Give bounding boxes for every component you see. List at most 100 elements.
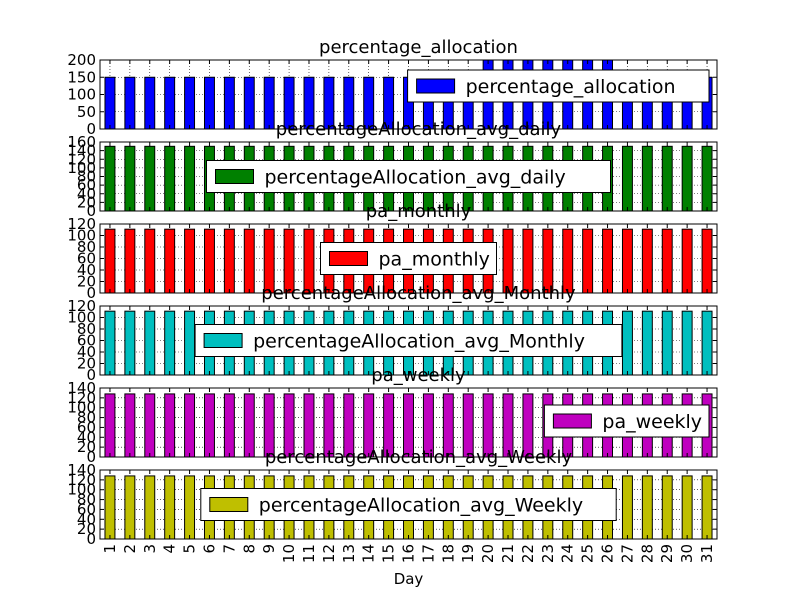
bar-1-30 bbox=[682, 146, 692, 211]
legend-label-2: pa_monthly bbox=[379, 249, 490, 271]
xtick-label-27: 27 bbox=[618, 544, 636, 563]
bar-2-6 bbox=[204, 229, 214, 293]
bar-3-5 bbox=[185, 311, 195, 375]
bar-0-4 bbox=[165, 77, 175, 129]
bar-5-29 bbox=[662, 476, 672, 539]
bar-5-2 bbox=[125, 476, 135, 539]
xtick-label-30: 30 bbox=[678, 544, 696, 563]
xtick-label-9: 9 bbox=[260, 544, 278, 554]
bar-2-30 bbox=[682, 229, 692, 293]
xtick-label-11: 11 bbox=[300, 544, 318, 563]
legend-swatch-2 bbox=[330, 252, 368, 266]
bar-2-27 bbox=[622, 229, 632, 293]
legend-label-0: percentage_allocation bbox=[466, 76, 676, 98]
bar-4-4 bbox=[165, 394, 175, 457]
bar-2-25 bbox=[583, 229, 593, 293]
xtick-label-4: 4 bbox=[161, 544, 179, 554]
bar-3-4 bbox=[165, 311, 175, 375]
bar-3-3 bbox=[145, 311, 155, 375]
bar-2-4 bbox=[165, 229, 175, 293]
ytick-label-0-1: 50 bbox=[77, 103, 96, 121]
bar-1-31 bbox=[702, 146, 712, 211]
bar-3-28 bbox=[642, 311, 652, 375]
subplot-title-0: percentage_allocation bbox=[319, 37, 518, 58]
bar-4-7 bbox=[224, 394, 234, 457]
xtick-label-14: 14 bbox=[360, 544, 378, 563]
ytick-label-0-3: 150 bbox=[67, 68, 96, 86]
subplot-title-4: pa_weekly bbox=[371, 365, 466, 386]
bar-5-5 bbox=[185, 476, 195, 539]
bar-4-1 bbox=[105, 394, 115, 457]
ytick-label-1-8: 160 bbox=[67, 133, 96, 151]
subplot-title-2: pa_monthly bbox=[366, 201, 472, 222]
bar-0-7 bbox=[224, 77, 234, 129]
subplot-title-3: percentageAllocation_avg_Monthly bbox=[261, 283, 576, 304]
legend-swatch-3 bbox=[204, 334, 242, 348]
bar-0-6 bbox=[204, 77, 214, 129]
bar-5-31 bbox=[702, 476, 712, 539]
bar-2-2 bbox=[125, 229, 135, 293]
bar-1-28 bbox=[642, 146, 652, 211]
bar-1-27 bbox=[622, 146, 632, 211]
ytick-label-0-4: 200 bbox=[67, 51, 96, 69]
x-axis-label: Day bbox=[394, 570, 424, 588]
legend-swatch-0 bbox=[417, 79, 455, 93]
bar-2-31 bbox=[702, 229, 712, 293]
bar-1-29 bbox=[662, 146, 672, 211]
bar-2-1 bbox=[105, 229, 115, 293]
bar-4-2 bbox=[125, 394, 135, 457]
bar-2-7 bbox=[224, 229, 234, 293]
bar-5-30 bbox=[682, 476, 692, 539]
xtick-label-24: 24 bbox=[559, 544, 577, 563]
bar-0-5 bbox=[185, 77, 195, 129]
subplot-title-1: percentageAllocation_avg_daily bbox=[276, 119, 562, 140]
xtick-label-26: 26 bbox=[599, 544, 617, 563]
bar-0-2 bbox=[125, 77, 135, 129]
bar-1-2 bbox=[125, 146, 135, 211]
bar-0-3 bbox=[145, 77, 155, 129]
bar-3-31 bbox=[702, 311, 712, 375]
bar-3-2 bbox=[125, 311, 135, 375]
bar-4-6 bbox=[204, 394, 214, 457]
bar-1-1 bbox=[105, 146, 115, 211]
bar-0-9 bbox=[264, 77, 274, 129]
xtick-label-1: 1 bbox=[101, 544, 119, 554]
bar-2-28 bbox=[642, 229, 652, 293]
xtick-label-15: 15 bbox=[380, 544, 398, 563]
bar-1-3 bbox=[145, 146, 155, 211]
legend-label-3: percentageAllocation_avg_Monthly bbox=[253, 331, 585, 353]
xtick-label-13: 13 bbox=[340, 544, 358, 563]
legend-label-1: percentageAllocation_avg_daily bbox=[265, 167, 566, 189]
legend-label-4: pa_weekly bbox=[602, 411, 702, 433]
bar-1-5 bbox=[185, 146, 195, 211]
xtick-label-31: 31 bbox=[698, 544, 716, 563]
bar-1-4 bbox=[165, 146, 175, 211]
xtick-label-22: 22 bbox=[519, 544, 537, 563]
bar-3-1 bbox=[105, 311, 115, 375]
xtick-label-3: 3 bbox=[141, 544, 159, 554]
ytick-label-0-2: 100 bbox=[67, 86, 96, 104]
xtick-label-29: 29 bbox=[658, 544, 676, 563]
ytick-label-5-7: 140 bbox=[67, 461, 96, 479]
xtick-label-12: 12 bbox=[320, 544, 338, 563]
bar-4-3 bbox=[145, 394, 155, 457]
bar-4-8 bbox=[244, 394, 254, 457]
bar-5-3 bbox=[145, 476, 155, 539]
xtick-label-2: 2 bbox=[121, 544, 139, 554]
ytick-label-2-6: 120 bbox=[67, 215, 96, 233]
xtick-label-20: 20 bbox=[479, 544, 497, 563]
xtick-label-10: 10 bbox=[280, 544, 298, 563]
bar-5-1 bbox=[105, 476, 115, 539]
xtick-label-5: 5 bbox=[181, 544, 199, 554]
bar-3-29 bbox=[662, 311, 672, 375]
legend-swatch-4 bbox=[553, 414, 591, 428]
xtick-label-21: 21 bbox=[499, 544, 517, 563]
bar-5-27 bbox=[622, 476, 632, 539]
bar-2-26 bbox=[603, 229, 613, 293]
xtick-label-23: 23 bbox=[539, 544, 557, 563]
xtick-label-25: 25 bbox=[579, 544, 597, 563]
subplot-title-5: percentageAllocation_avg_Weekly bbox=[265, 447, 573, 468]
xtick-label-7: 7 bbox=[220, 544, 238, 554]
bar-0-1 bbox=[105, 77, 115, 129]
